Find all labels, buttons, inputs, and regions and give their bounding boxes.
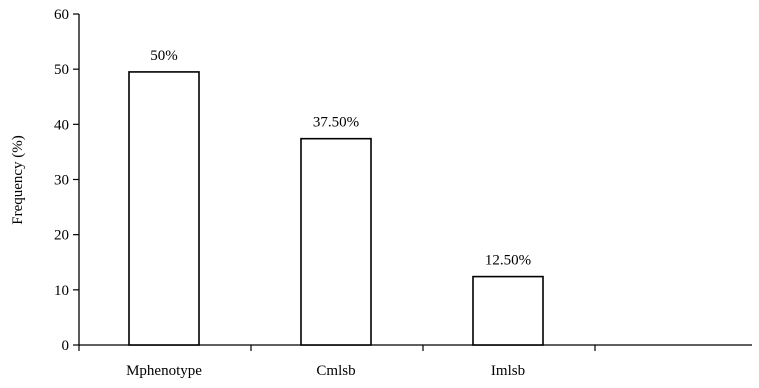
y-tick-label: 20 <box>54 228 69 244</box>
bar <box>300 137 372 346</box>
data-labels: 50% 37.50% 12.50% <box>150 48 531 269</box>
bar <box>472 275 544 346</box>
bar-data-label: 37.50% <box>313 115 359 131</box>
bar <box>128 71 200 346</box>
x-tick-label: Imlsb <box>491 363 525 379</box>
x-axis: Mphenotype Cmlsb Imlsb <box>78 344 752 379</box>
y-axis: 0 10 20 30 40 50 60 <box>54 7 80 354</box>
y-tick-label: 50 <box>54 62 69 78</box>
y-axis-title: Frequency (%) <box>10 135 26 225</box>
bars <box>128 71 544 346</box>
y-tick-label: 60 <box>54 7 69 23</box>
y-tick-label: 10 <box>54 283 69 299</box>
x-tick-label: Cmlsb <box>316 363 355 379</box>
bar-data-label: 12.50% <box>485 253 531 269</box>
bar-data-label: 50% <box>150 48 178 64</box>
x-tick-label: Mphenotype <box>126 363 202 379</box>
y-tick-label: 0 <box>62 338 70 354</box>
y-tick-label: 40 <box>54 117 69 133</box>
y-tick-label: 30 <box>54 173 69 189</box>
